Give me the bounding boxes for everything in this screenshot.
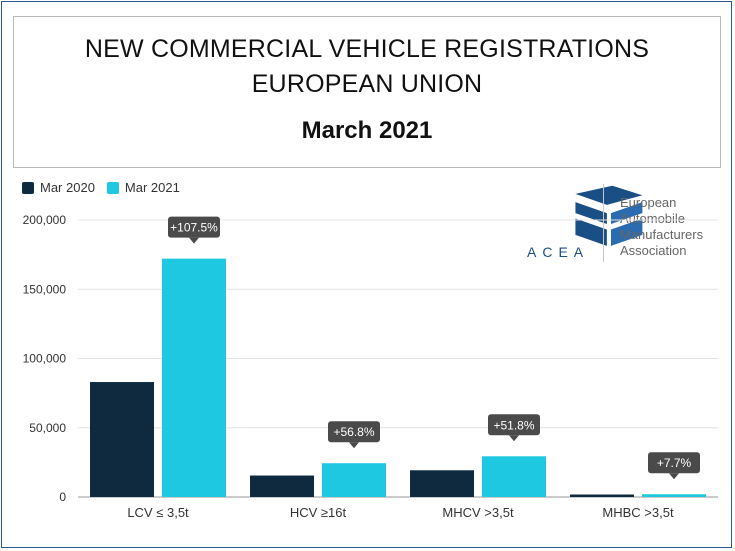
y-tick-label: 50,000 — [29, 421, 66, 435]
bar-mar-2021 — [162, 258, 226, 497]
bar-mar-2020 — [570, 494, 634, 497]
chart-title-line1: NEW COMMERCIAL VEHICLE REGISTRATIONS — [84, 35, 650, 63]
legend-swatch-mar-2021 — [106, 181, 119, 194]
acea-logo-icon — [575, 185, 643, 246]
y-tick-label: 0 — [59, 490, 66, 504]
association-line-1: European — [620, 195, 677, 210]
annotation-box — [328, 421, 380, 443]
acea-wordmark: ACEA — [527, 244, 590, 260]
annotation-pointer — [349, 442, 359, 449]
logo-divider — [603, 184, 604, 262]
annotation-pointer — [669, 473, 679, 480]
association-line-2: Automobile — [620, 211, 686, 226]
legend-label-mar-2021: Mar 2021 — [124, 180, 180, 195]
annotation-label: +7.7% — [657, 456, 692, 470]
chart-title-line2: EUROPEAN UNION — [251, 70, 483, 98]
y-tick-label: 100,000 — [23, 352, 67, 366]
bar-mar-2021 — [482, 456, 546, 497]
title-box: NEW COMMERCIAL VEHICLE REGISTRATIONS EUR… — [13, 16, 721, 168]
annotation-box — [168, 216, 220, 238]
x-category-label: MHCV >3,5t — [442, 505, 514, 520]
bar-mar-2020 — [410, 470, 474, 497]
legend-swatch-mar-2020 — [22, 181, 34, 194]
bar-mar-2020 — [90, 382, 154, 497]
x-category-label: HCV ≥16t — [290, 505, 347, 520]
acea-association-text: European Automobile Manufacturers Associ… — [620, 195, 703, 259]
legend-label-mar-2020: Mar 2020 — [40, 180, 95, 195]
annotation-label: +51.8% — [493, 418, 534, 432]
legend-item-mar-2021: Mar 2021 — [106, 180, 180, 195]
association-line-3: Manufacturers — [620, 227, 704, 242]
bar-mar-2020 — [250, 475, 314, 497]
annotation-label: +56.8% — [333, 425, 374, 439]
annotation-box — [648, 452, 700, 474]
y-tick-label: 150,000 — [23, 282, 67, 296]
association-line-4: Association — [620, 243, 687, 258]
annotation-pointer — [189, 237, 199, 244]
bar-mar-2021 — [322, 463, 386, 497]
legend: Mar 2020 Mar 2021 — [22, 180, 192, 195]
chart-subtitle: March 2021 — [301, 117, 433, 144]
annotation-box — [488, 414, 540, 436]
x-category-label: LCV ≤ 3,5t — [127, 505, 189, 520]
annotation-label: +107.5% — [170, 221, 218, 235]
legend-item-mar-2020: Mar 2020 — [22, 180, 95, 195]
bar-mar-2021 — [642, 494, 706, 497]
annotation-pointer — [509, 435, 519, 442]
y-tick-label: 200,000 — [23, 213, 67, 227]
x-category-label: MHBC >3,5t — [602, 505, 674, 520]
